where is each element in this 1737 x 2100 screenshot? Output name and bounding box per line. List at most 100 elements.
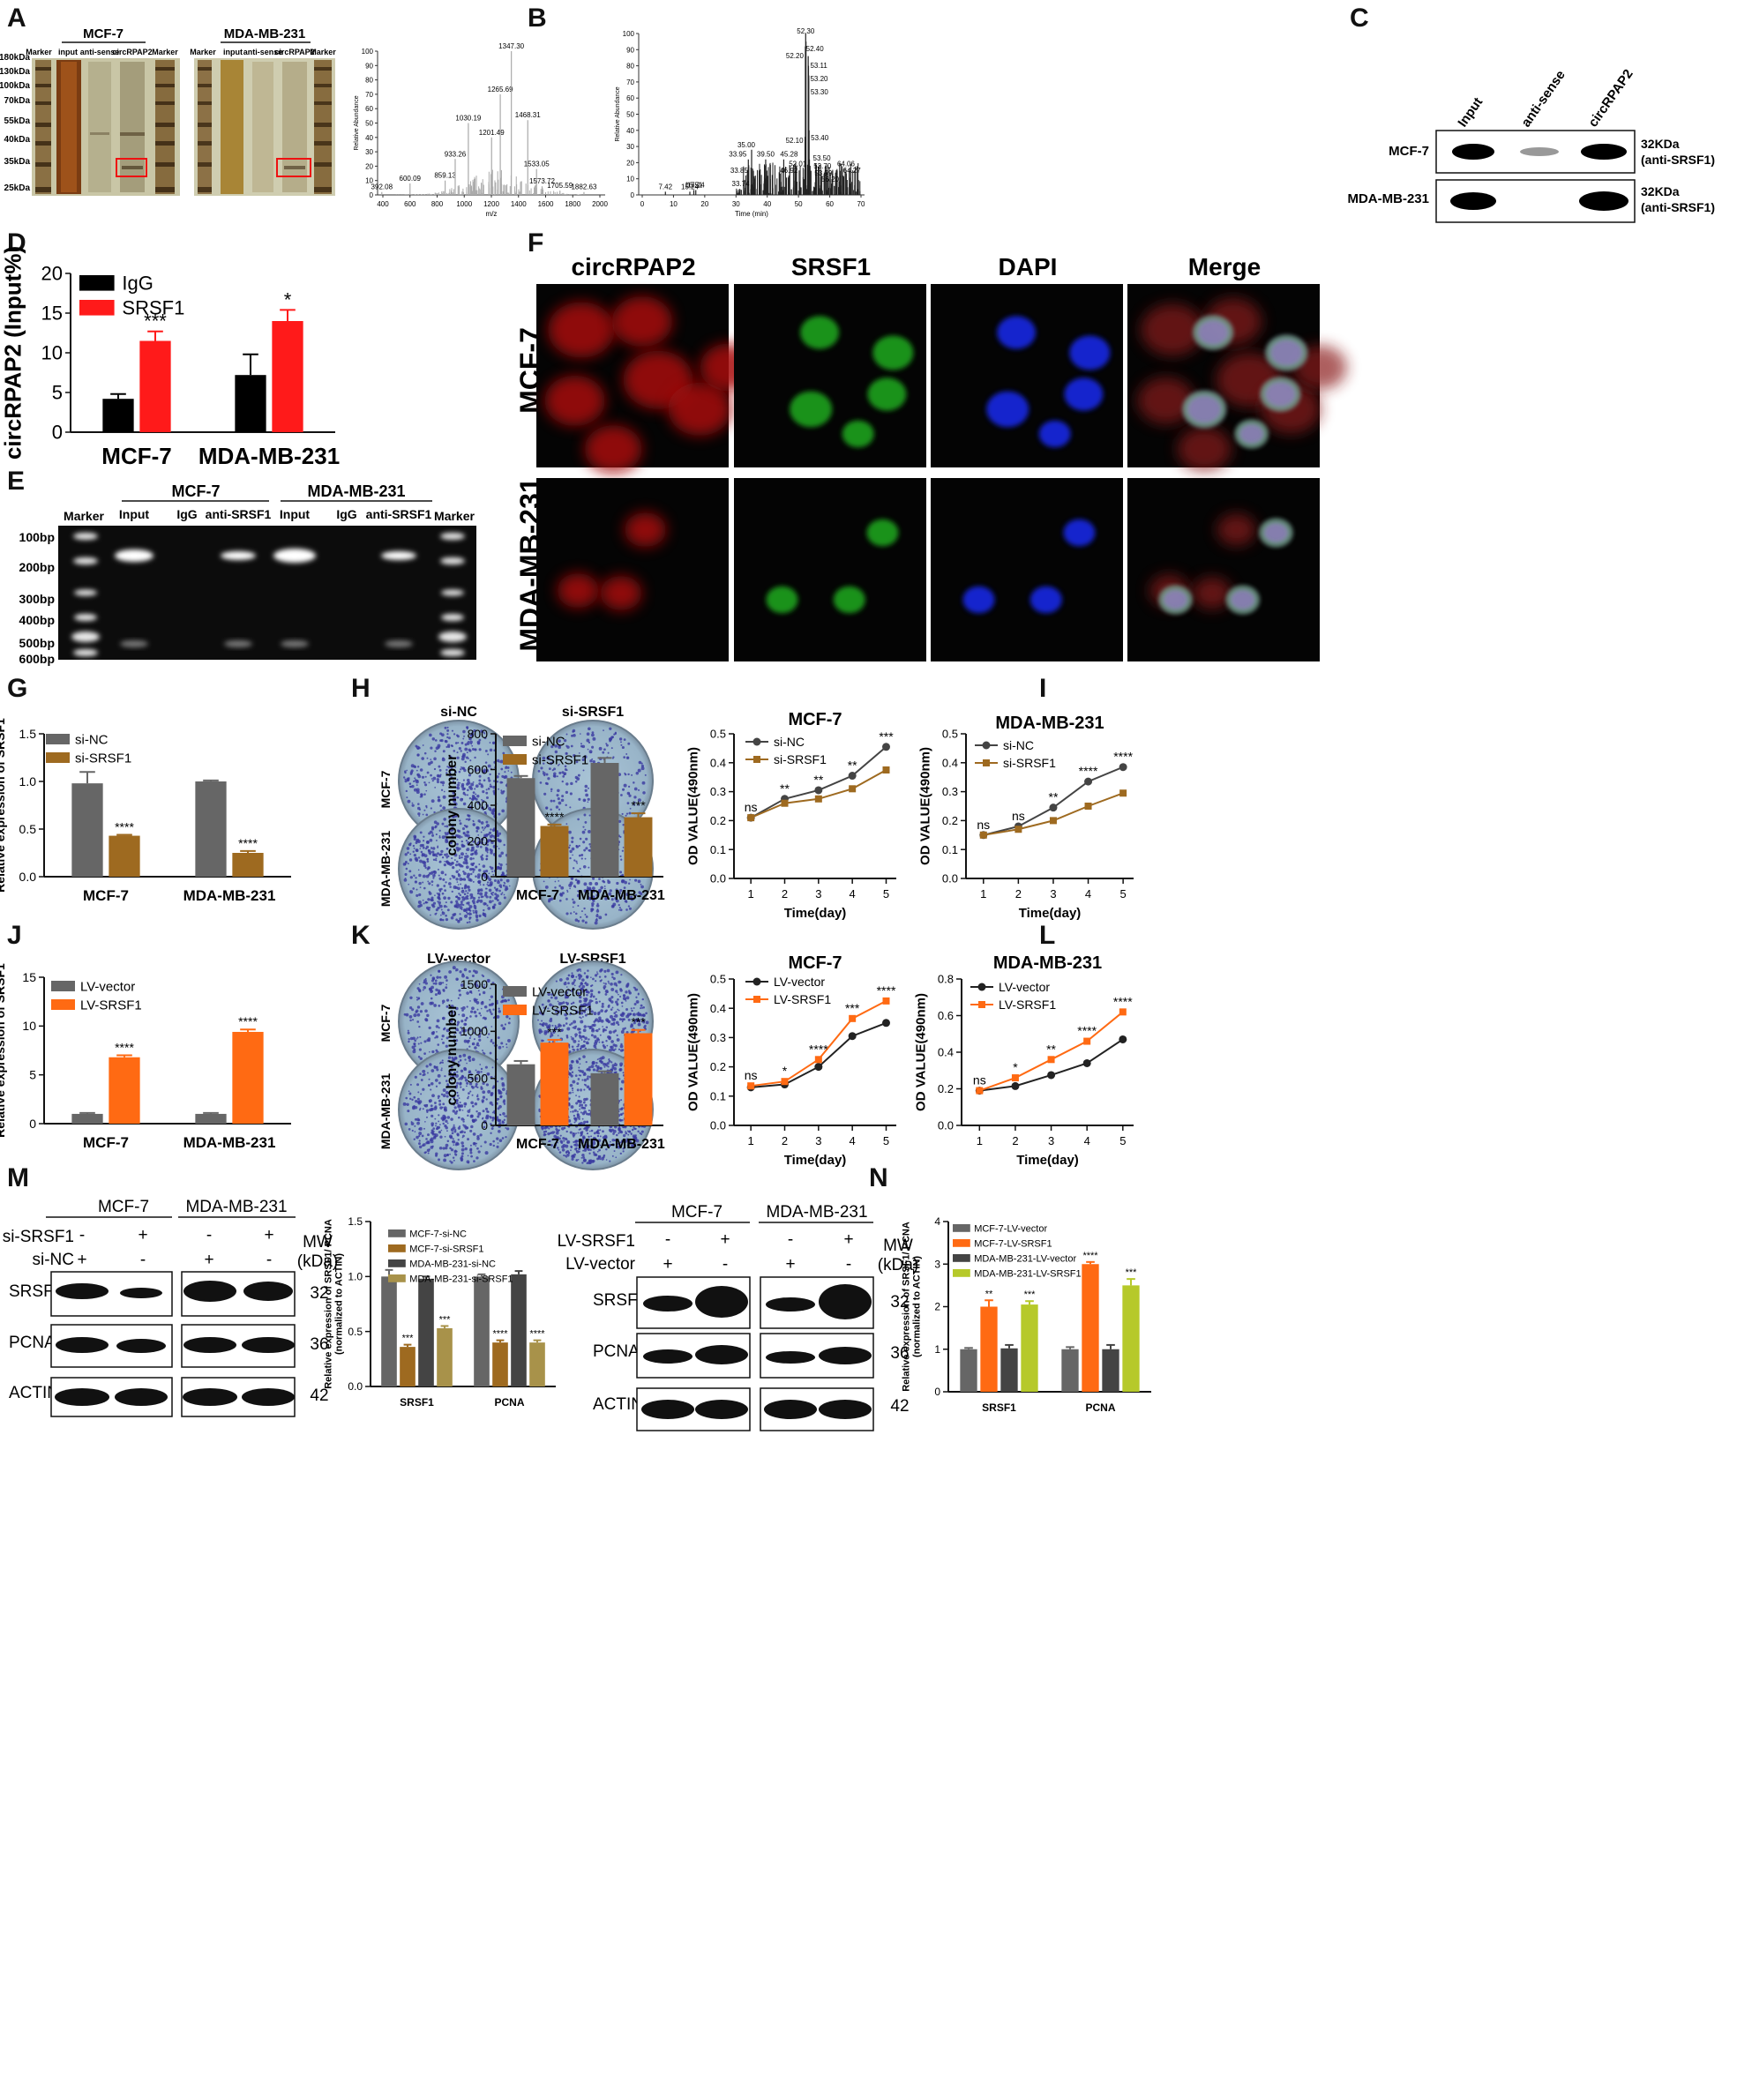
colony bbox=[445, 881, 447, 884]
colony bbox=[438, 874, 440, 877]
colony bbox=[449, 771, 452, 774]
colony bbox=[503, 893, 505, 896]
colony bbox=[413, 788, 417, 792]
colony bbox=[442, 1122, 445, 1125]
colony bbox=[484, 1151, 489, 1155]
colony bbox=[404, 860, 408, 863]
colony bbox=[591, 886, 595, 891]
colony bbox=[621, 849, 624, 852]
colony bbox=[466, 1085, 468, 1087]
colony bbox=[438, 1102, 442, 1106]
colony bbox=[497, 1142, 499, 1144]
colony bbox=[449, 1019, 453, 1023]
colony bbox=[435, 1049, 438, 1052]
colony bbox=[416, 1135, 419, 1140]
colony bbox=[460, 1117, 464, 1121]
a-size-label: 25kDa bbox=[4, 183, 31, 193]
nucleus-signal bbox=[1183, 391, 1226, 428]
colony bbox=[469, 1129, 473, 1132]
colony bbox=[450, 1010, 454, 1013]
colony bbox=[624, 772, 626, 774]
colony bbox=[456, 734, 459, 736]
colony bbox=[586, 1085, 590, 1089]
colony bbox=[437, 744, 441, 748]
colony bbox=[498, 832, 502, 835]
colony bbox=[455, 786, 459, 789]
colony bbox=[470, 1010, 474, 1013]
colony bbox=[436, 1031, 438, 1033]
colony bbox=[428, 781, 431, 784]
colony bbox=[585, 837, 588, 841]
bar bbox=[235, 375, 266, 432]
colony bbox=[472, 798, 475, 801]
colony bbox=[445, 856, 448, 859]
spectrum-x-tick-label: 1600 bbox=[538, 200, 554, 208]
colony bbox=[467, 886, 469, 888]
colony bbox=[488, 831, 492, 834]
colony bbox=[448, 773, 452, 777]
colony bbox=[418, 881, 422, 886]
colony bbox=[416, 1097, 420, 1101]
spectrum-peak-label: 1265.69 bbox=[488, 86, 513, 93]
colony bbox=[583, 1079, 587, 1082]
spectrum-y-tick-label: 100 bbox=[362, 48, 374, 56]
data-point bbox=[814, 795, 822, 803]
colony bbox=[414, 780, 416, 782]
colony bbox=[450, 1005, 454, 1009]
colony bbox=[473, 729, 476, 733]
colony bbox=[612, 976, 616, 981]
legend-marker bbox=[752, 737, 761, 746]
n-sign: - bbox=[788, 1230, 793, 1249]
colony bbox=[558, 808, 561, 811]
colony bbox=[610, 747, 613, 750]
colony bbox=[490, 995, 494, 998]
colony bbox=[431, 1050, 435, 1054]
colony bbox=[585, 983, 589, 987]
colony bbox=[558, 885, 561, 887]
colony bbox=[505, 887, 509, 891]
colony bbox=[607, 980, 610, 983]
colony bbox=[502, 1111, 505, 1116]
n-sign: + bbox=[785, 1255, 795, 1274]
colony bbox=[469, 740, 473, 744]
colony bbox=[578, 1034, 581, 1037]
colony bbox=[505, 1043, 508, 1046]
panel-letter-k: K bbox=[351, 921, 371, 950]
colony bbox=[562, 1024, 565, 1028]
colony bbox=[580, 1156, 583, 1159]
colony bbox=[453, 799, 456, 803]
e-lane-label: IgG bbox=[176, 507, 197, 521]
colony bbox=[413, 834, 417, 839]
colony bbox=[450, 999, 453, 1002]
colony bbox=[459, 1058, 462, 1062]
colony bbox=[487, 776, 490, 780]
colony bbox=[600, 886, 603, 890]
colony bbox=[488, 900, 492, 904]
colony bbox=[415, 1010, 418, 1013]
colony bbox=[551, 769, 554, 772]
colony bbox=[458, 856, 461, 860]
colony bbox=[480, 1145, 483, 1147]
colony bbox=[573, 911, 575, 913]
colony bbox=[405, 789, 408, 793]
colony bbox=[566, 1027, 571, 1031]
colony bbox=[435, 1122, 438, 1125]
colony bbox=[579, 1108, 581, 1110]
colony bbox=[572, 729, 576, 733]
colony bbox=[620, 858, 623, 861]
colony bbox=[445, 1005, 449, 1008]
colony bbox=[480, 729, 483, 733]
colony bbox=[460, 1086, 462, 1088]
colony bbox=[425, 845, 430, 849]
colony bbox=[604, 983, 607, 985]
colony bbox=[480, 1007, 483, 1010]
colony bbox=[439, 1135, 443, 1139]
colony bbox=[419, 831, 423, 834]
colony bbox=[460, 784, 465, 788]
colony bbox=[490, 1132, 492, 1134]
panel-e-agarose-gel: MCF-7 MDA-MB-231 Marker Input IgG anti-S… bbox=[19, 482, 476, 666]
colony bbox=[438, 836, 441, 839]
colony bbox=[464, 1076, 467, 1080]
colony bbox=[618, 1067, 623, 1072]
a-lane-label: circRPAP2 bbox=[112, 48, 152, 56]
